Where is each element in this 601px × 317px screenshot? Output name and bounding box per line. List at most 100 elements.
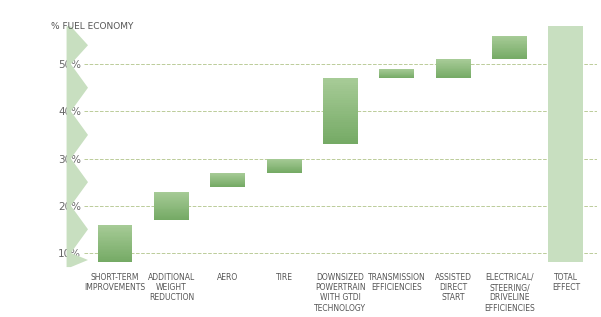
Bar	[492, 48, 527, 49]
Bar	[436, 65, 471, 66]
Bar	[436, 77, 471, 78]
Bar	[97, 249, 132, 250]
Bar	[492, 42, 527, 43]
Bar	[492, 50, 527, 51]
Bar	[436, 68, 471, 69]
Bar	[323, 122, 358, 125]
Bar	[210, 176, 245, 177]
Bar	[97, 252, 132, 254]
Bar	[267, 165, 302, 166]
Bar	[154, 217, 189, 218]
Bar	[323, 138, 358, 140]
Bar	[154, 191, 189, 192]
Bar	[267, 163, 302, 164]
Bar	[436, 73, 471, 74]
Bar	[97, 227, 132, 228]
Bar	[154, 193, 189, 194]
Bar	[154, 201, 189, 202]
Bar	[97, 238, 132, 240]
Bar	[97, 256, 132, 257]
Bar	[492, 55, 527, 56]
Bar	[436, 72, 471, 73]
Bar	[267, 167, 302, 168]
Text: % FUEL ECONOMY: % FUEL ECONOMY	[51, 22, 133, 31]
Bar	[323, 87, 358, 89]
Bar	[97, 226, 132, 227]
Bar	[154, 202, 189, 203]
Bar	[97, 247, 132, 249]
Bar	[436, 60, 471, 61]
Bar	[267, 169, 302, 170]
Bar	[154, 218, 189, 219]
Bar	[210, 186, 245, 187]
Bar	[267, 171, 302, 172]
Bar	[210, 185, 245, 186]
Bar	[436, 74, 471, 75]
Bar	[97, 236, 132, 237]
Bar	[436, 59, 471, 60]
Bar	[154, 197, 189, 198]
Bar	[154, 211, 189, 212]
Bar	[436, 75, 471, 76]
Bar	[210, 181, 245, 182]
Bar	[323, 131, 358, 133]
Bar	[492, 58, 527, 59]
Bar	[267, 168, 302, 169]
Bar	[97, 242, 132, 243]
Bar	[436, 64, 471, 65]
Bar	[154, 204, 189, 205]
Bar	[323, 105, 358, 107]
Bar	[154, 198, 189, 199]
Bar	[267, 164, 302, 165]
Bar	[436, 76, 471, 77]
Bar	[492, 46, 527, 47]
Bar	[323, 81, 358, 83]
Bar	[97, 257, 132, 259]
Bar	[97, 245, 132, 246]
Bar	[267, 162, 302, 163]
Bar	[492, 36, 527, 37]
Bar	[492, 45, 527, 46]
Bar	[210, 180, 245, 181]
Bar	[323, 116, 358, 118]
Bar	[97, 237, 132, 238]
Bar	[323, 113, 358, 116]
Bar	[436, 71, 471, 72]
Bar	[492, 43, 527, 44]
Bar	[97, 240, 132, 241]
Bar	[154, 195, 189, 196]
Bar	[436, 70, 471, 71]
Bar	[154, 200, 189, 201]
Bar	[436, 66, 471, 67]
Bar	[436, 69, 471, 70]
Bar	[267, 172, 302, 173]
Bar	[492, 52, 527, 53]
Bar	[154, 215, 189, 216]
Bar	[436, 61, 471, 62]
Bar	[323, 120, 358, 122]
Bar	[210, 179, 245, 180]
Bar	[210, 173, 245, 174]
Bar	[97, 232, 132, 233]
Bar	[492, 44, 527, 45]
Bar	[154, 214, 189, 215]
Bar	[492, 49, 527, 50]
Bar	[97, 235, 132, 236]
Bar	[210, 177, 245, 178]
Bar	[323, 100, 358, 102]
Bar	[97, 225, 132, 226]
Bar	[323, 142, 358, 144]
Bar	[154, 207, 189, 208]
Bar	[97, 246, 132, 247]
Bar	[97, 250, 132, 251]
Bar	[154, 206, 189, 207]
Bar	[323, 94, 358, 96]
Bar	[323, 118, 358, 120]
Bar	[323, 111, 358, 113]
Bar	[323, 136, 358, 138]
Bar	[492, 51, 527, 52]
Bar	[210, 183, 245, 184]
Bar	[154, 194, 189, 195]
Bar	[210, 184, 245, 185]
Bar	[492, 47, 527, 48]
